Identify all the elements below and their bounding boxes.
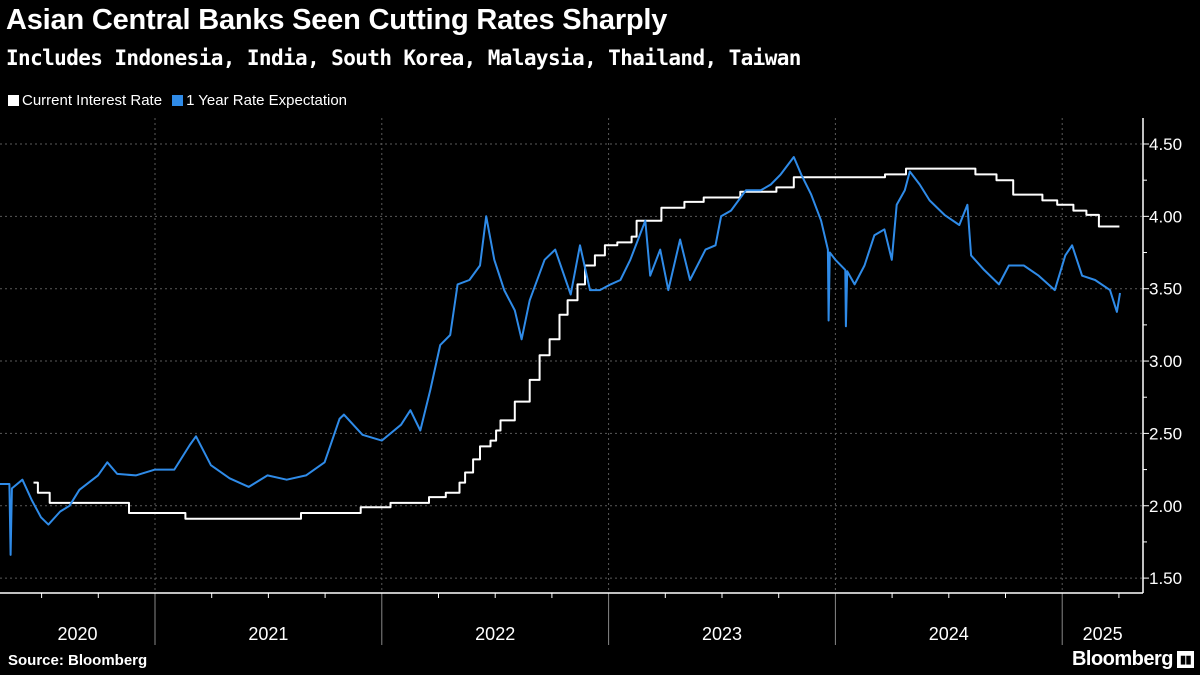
legend-label-current: Current Interest Rate (22, 92, 163, 109)
chart-title: Asian Central Banks Seen Cutting Rates S… (6, 4, 668, 36)
x-tick-label: 2023 (702, 624, 742, 644)
y-tick-label: 4.50 (1149, 135, 1182, 154)
x-tick-label: 2020 (57, 624, 97, 644)
legend-label-expectation: 1 Year Rate Expectation (186, 92, 348, 109)
x-tick-label: 2024 (929, 624, 969, 644)
legend-item-expectation: 1 Year Rate Expectation (172, 92, 347, 109)
logo-mark-icon: ▮▮ (1177, 651, 1194, 668)
legend-swatch-current (8, 95, 19, 106)
legend-item-current: Current Interest Rate (8, 92, 162, 109)
legend-swatch-expectation (172, 95, 184, 106)
y-tick-label: 4.00 (1149, 207, 1182, 226)
logo-text: Bloomberg (1071, 648, 1174, 670)
x-tick-label: 2025 (1083, 624, 1123, 644)
chart-subtitle: Includes Indonesia, India, South Korea, … (6, 46, 801, 70)
y-tick-label: 3.50 (1149, 280, 1182, 299)
bloomberg-logo: Bloomberg ▮▮ (1072, 648, 1194, 671)
x-tick-label: 2021 (248, 624, 288, 644)
y-tick-label: 3.00 (1149, 352, 1182, 371)
y-tick-label: 2.50 (1149, 424, 1182, 443)
source-note: Source: Bloomberg (8, 652, 148, 669)
y-tick-label: 2.00 (1149, 497, 1182, 516)
series-line-current-interest-rate (33, 167, 1120, 520)
x-tick-label: 2022 (475, 624, 515, 644)
y-tick-label: 1.50 (1149, 569, 1182, 588)
series-line-1-year-rate-expectation (0, 156, 1121, 556)
legend: Current Interest Rate 1 Year Rate Expect… (8, 92, 347, 109)
